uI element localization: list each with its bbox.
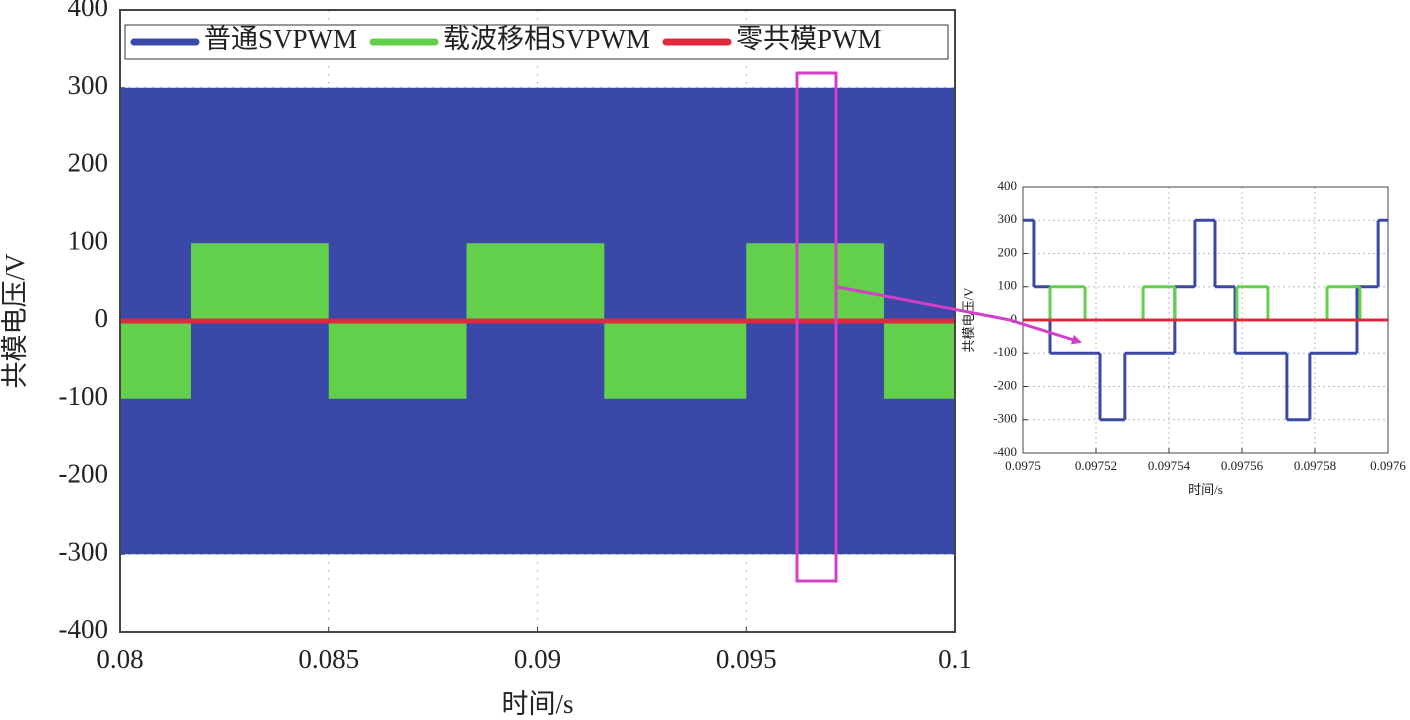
zoom-box bbox=[795, 71, 838, 583]
legend-label: 载波移相SVPWM bbox=[443, 24, 650, 54]
x-tick-label: 0.09752 bbox=[1075, 458, 1117, 473]
y-tick-label: 300 bbox=[998, 211, 1018, 226]
y-tick-label: -100 bbox=[59, 381, 109, 411]
step-bar bbox=[604, 321, 747, 399]
x-tick-label: 0.09756 bbox=[1221, 458, 1264, 473]
legend-label: 零共模PWM bbox=[736, 24, 882, 54]
legend: 普通SVPWM 载波移相SVPWM 零共模PWM bbox=[124, 24, 949, 60]
y-tick-label: 400 bbox=[68, 0, 109, 22]
zoom-arrow bbox=[837, 285, 1082, 345]
y-tick-label: 100 bbox=[68, 225, 109, 255]
main-chart: -400 -300 -200 -100 0 100 200 300 400 0.08 0.085 0.… bbox=[0, 0, 972, 719]
x-tick-label: 0.09758 bbox=[1294, 458, 1336, 473]
y-tick-label: 0 bbox=[1011, 311, 1018, 326]
step-bar bbox=[120, 321, 191, 399]
legend-box bbox=[124, 24, 949, 60]
step-bar bbox=[884, 321, 955, 399]
step-bar bbox=[466, 243, 605, 321]
y-tick-label: 400 bbox=[998, 178, 1018, 193]
y-axis-label: 共模电压/V bbox=[961, 287, 976, 353]
step-bar bbox=[328, 321, 467, 399]
y-axis-label: 共模电压/V bbox=[0, 253, 30, 389]
y-tick-label: -100 bbox=[993, 344, 1017, 359]
y-tick-label: -300 bbox=[993, 411, 1017, 426]
x-tick-label: 0.08 bbox=[96, 644, 143, 674]
y-tick-label: -400 bbox=[59, 614, 109, 644]
x-tick-label: 0.09 bbox=[514, 644, 561, 674]
y-tick-label: -200 bbox=[993, 377, 1017, 392]
x-tick-label: 0.1 bbox=[938, 644, 972, 674]
x-tick-label: 0.09754 bbox=[1148, 458, 1191, 473]
step-bar bbox=[746, 243, 885, 321]
y-tick-label: 200 bbox=[998, 244, 1018, 259]
plot-frame bbox=[119, 9, 956, 633]
x-axis-label: 时间/s bbox=[501, 689, 573, 719]
legend-label: 普通SVPWM bbox=[204, 24, 357, 54]
y-tick-label: -300 bbox=[59, 536, 109, 566]
step-bar bbox=[190, 243, 329, 321]
y-tick-label: 200 bbox=[68, 148, 109, 178]
x-tick-label: 0.0976 bbox=[1370, 458, 1406, 473]
y-tick-label: 300 bbox=[68, 70, 109, 100]
x-axis-label: 时间/s bbox=[1188, 482, 1223, 497]
x-tick-label: 0.0975 bbox=[1005, 458, 1041, 473]
plot-frame bbox=[1022, 186, 1389, 454]
y-tick-label: -400 bbox=[993, 444, 1017, 459]
x-tick-label: 0.095 bbox=[716, 644, 777, 674]
y-tick-label: 0 bbox=[95, 303, 109, 333]
y-tick-label: 100 bbox=[998, 278, 1018, 293]
y-tick-label: -200 bbox=[59, 459, 109, 489]
inset-chart: -400 -300 -200 -100 0 100 200 300 400 0.0975 0.097… bbox=[961, 178, 1406, 497]
x-tick-label: 0.085 bbox=[298, 644, 359, 674]
